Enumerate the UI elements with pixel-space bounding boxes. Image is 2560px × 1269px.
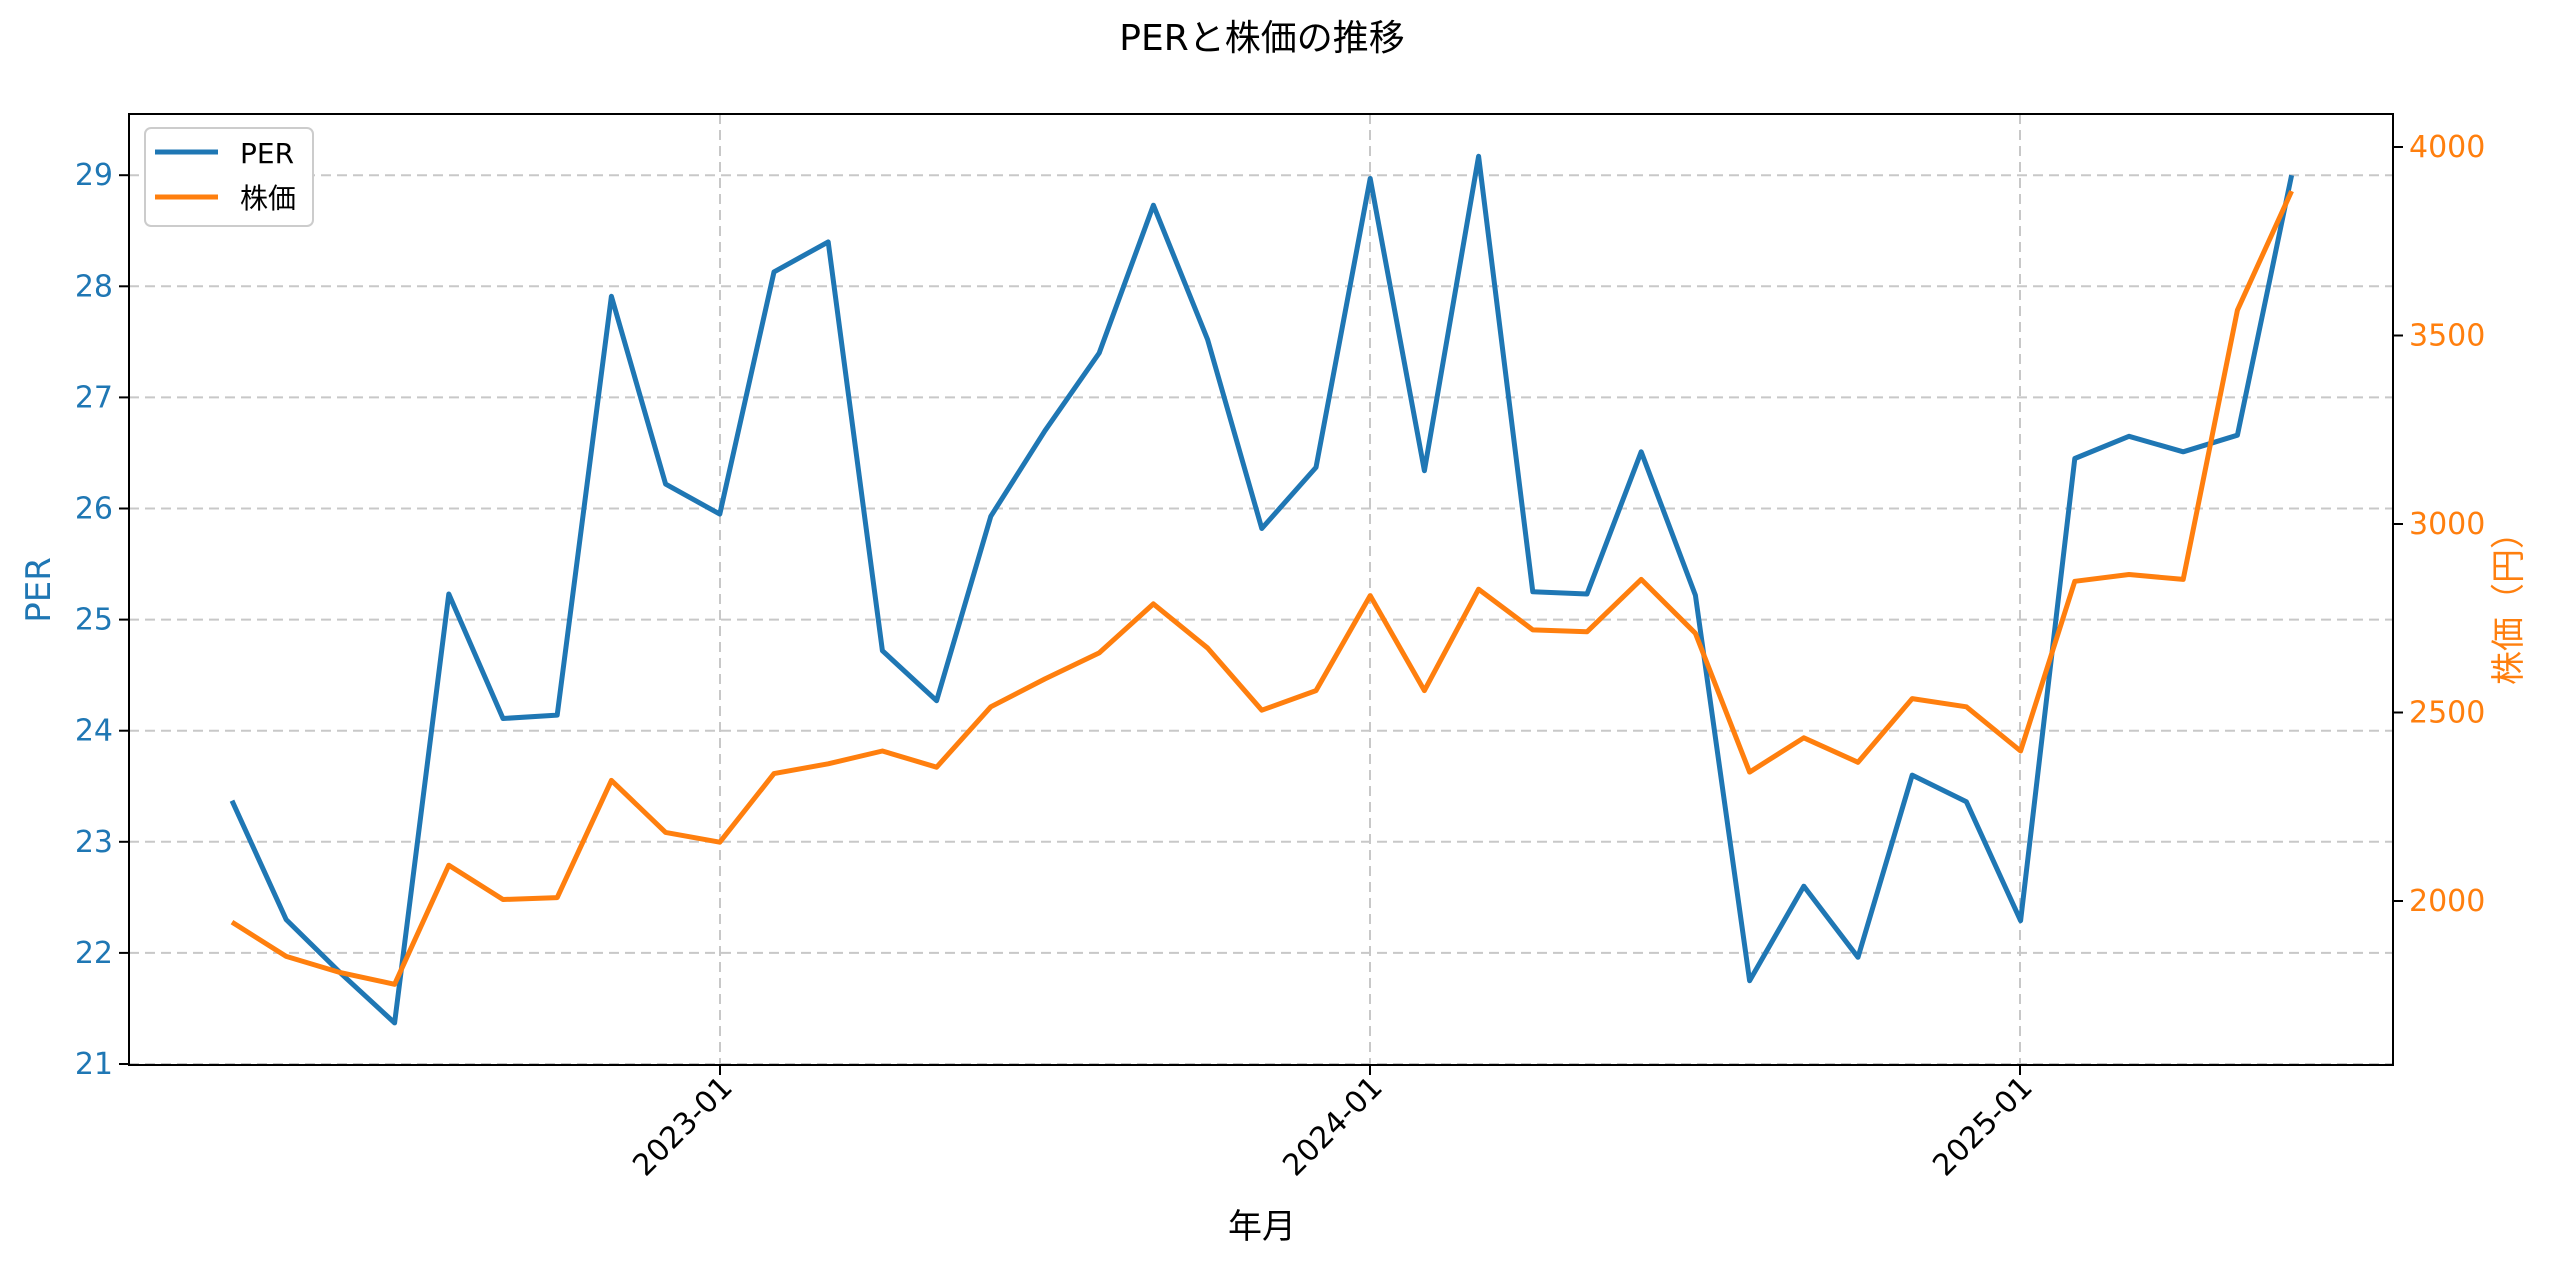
tick-label: 2023-01 <box>626 1070 739 1183</box>
series-line-price <box>230 190 2294 987</box>
tick-label: 23 <box>75 825 113 860</box>
tick-label: 2024-01 <box>1276 1070 1389 1183</box>
tick-label: 3500 <box>2409 319 2485 354</box>
chart-title: PERと株価の推移 <box>1119 18 1404 59</box>
tick-label: 22 <box>75 936 113 971</box>
legend-label-price: 株価 <box>240 182 296 215</box>
legend-label-per: PER <box>240 137 294 170</box>
tick-label: 2500 <box>2409 696 2485 731</box>
tick-label: 4000 <box>2409 130 2485 165</box>
tick-label: 21 <box>75 1047 113 1082</box>
y-axis-right-label: 株価（円） <box>2489 515 2529 685</box>
tick-label: 2025-01 <box>1926 1070 2039 1183</box>
tick-label: 26 <box>75 492 113 527</box>
plot-lines <box>229 153 2295 1026</box>
tick-label: 27 <box>75 380 113 415</box>
x-axis: 2023-01 2024-01 2025-01 <box>626 1065 2040 1183</box>
tick-label: 28 <box>75 269 113 304</box>
tick-label: 3000 <box>2409 507 2485 542</box>
tick-label: 2000 <box>2409 884 2485 919</box>
x-axis-label: 年月 <box>1228 1207 1296 1247</box>
series-line-per <box>229 153 2295 1026</box>
y-axis-left: 21 22 23 24 25 26 27 28 29 <box>75 158 129 1082</box>
plot-frame <box>128 113 2394 1066</box>
tick-label: 25 <box>75 603 113 638</box>
y-axis-right: 2000 2500 3000 3500 4000 <box>2393 130 2485 919</box>
legend: PER 株価 <box>144 127 314 227</box>
tick-label: 29 <box>75 158 113 193</box>
y-axis-left-label: PER <box>19 557 59 623</box>
grid <box>129 114 2393 1065</box>
tick-label: 24 <box>75 714 113 749</box>
